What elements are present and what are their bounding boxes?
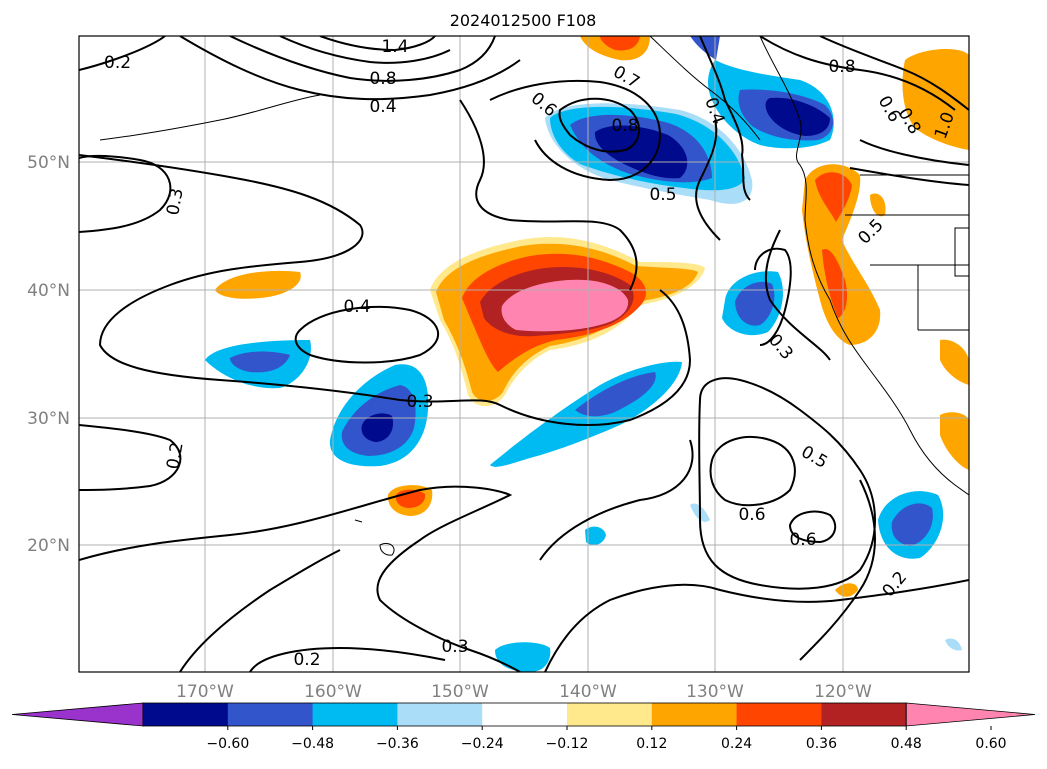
- colorbar-segment: [143, 703, 229, 726]
- coastlines: [99, 36, 969, 556]
- contour-label: 0.4: [369, 97, 396, 117]
- colorbar-segment: [312, 703, 398, 726]
- contour-label: 0.3: [406, 392, 433, 412]
- contour-label: 0.8: [611, 116, 638, 136]
- positive-anomaly-baja: [940, 339, 969, 385]
- positive-anomaly-mexico: [940, 412, 969, 470]
- contour-label: 0.3: [163, 187, 187, 217]
- contour-label: 0.4: [343, 297, 370, 317]
- map-frame: [78, 35, 970, 673]
- positive-anomaly-speck: [870, 193, 886, 217]
- contour-label: 0.6: [789, 530, 816, 550]
- contour-label: 0.8: [828, 57, 855, 77]
- negative-anomaly-diagonal: [490, 361, 682, 467]
- positive-anomaly-north-core: [600, 36, 640, 51]
- contour-label: 0.6: [738, 505, 765, 525]
- contour-label: 0.2: [104, 53, 131, 73]
- colorbar-tick-label: −0.36: [376, 736, 419, 752]
- lat-label: 40°N: [27, 281, 70, 301]
- lat-label: 30°N: [27, 409, 70, 429]
- lon-label: 130°W: [686, 682, 744, 702]
- positive-anomaly-speck-2: [835, 583, 858, 597]
- colorbar-tick-label: 0.36: [806, 736, 837, 752]
- lon-label: 170°W: [176, 682, 234, 702]
- colorbar-extend-low: [11, 702, 144, 727]
- colorbar-segment: [567, 703, 653, 726]
- map-area: 0.2 0.3 0.4 0.3 0.2 0.2 0.3 0.6 0.8 0.5 …: [79, 36, 969, 672]
- lon-label: 140°W: [559, 682, 617, 702]
- map-title: 2024012500 F108: [450, 11, 597, 30]
- contour-label: 0.3: [441, 637, 468, 657]
- colorbar-tick-label: −0.60: [206, 736, 249, 752]
- negative-anomaly-mexico: [878, 491, 944, 559]
- colorbar-segment: [227, 703, 314, 726]
- negative-anomaly-central: [329, 364, 429, 467]
- positive-anomaly-hawaii: [387, 485, 433, 516]
- lon-label: 120°W: [814, 682, 872, 702]
- negative-anomaly-california: [722, 271, 783, 336]
- colorbar-tick-label: 0.24: [721, 736, 752, 752]
- longitude-labels: 170°W 160°W 150°W 140°W 130°W 120°W: [176, 682, 872, 702]
- negative-anomaly-speck-3: [945, 638, 962, 651]
- colorbar-tick-label: −0.48: [291, 736, 334, 752]
- lat-label: 20°N: [27, 536, 70, 556]
- negative-anomaly-west-band: [205, 340, 311, 389]
- lat-label: 50°N: [27, 153, 70, 173]
- colorbar-tick-label: −0.12: [546, 736, 589, 752]
- contour-label: 1.4: [381, 37, 408, 57]
- contour-label: 0.2: [163, 441, 187, 471]
- colorbar-segment: [482, 703, 568, 726]
- contour-label: 0.8: [369, 69, 396, 89]
- positive-anomaly-ne: [902, 48, 969, 150]
- colorbar-frame: [142, 702, 907, 727]
- contour-label: 0.5: [649, 185, 676, 205]
- negative-anomaly-south: [495, 642, 551, 672]
- lon-label: 150°W: [431, 682, 489, 702]
- contour-label: 0.2: [293, 650, 320, 670]
- colorbar-segment: [397, 703, 483, 726]
- colorbar-segment: [736, 703, 822, 726]
- contours: [79, 36, 969, 672]
- positive-anomaly-west: [215, 270, 301, 299]
- colorbar-segment: [651, 703, 738, 726]
- colorbar-tick-label: 0.12: [636, 736, 667, 752]
- colorbar-extend-high: [905, 702, 1036, 727]
- colorbar-tick-label: −0.24: [461, 736, 504, 752]
- colorbar-tick-label: 0.60: [975, 736, 1006, 752]
- colorbar-segment: [821, 703, 907, 726]
- lon-label: 160°W: [304, 682, 362, 702]
- latitude-labels: 50°N 40°N 30°N 20°N: [27, 153, 70, 556]
- colorbar: −0.60 −0.48 −0.36 −0.24 −0.12 0.12 0.24 0.36 0.4…: [11, 702, 1036, 752]
- negative-anomaly-speck: [585, 526, 606, 546]
- colorbar-tick-label: 0.48: [891, 736, 922, 752]
